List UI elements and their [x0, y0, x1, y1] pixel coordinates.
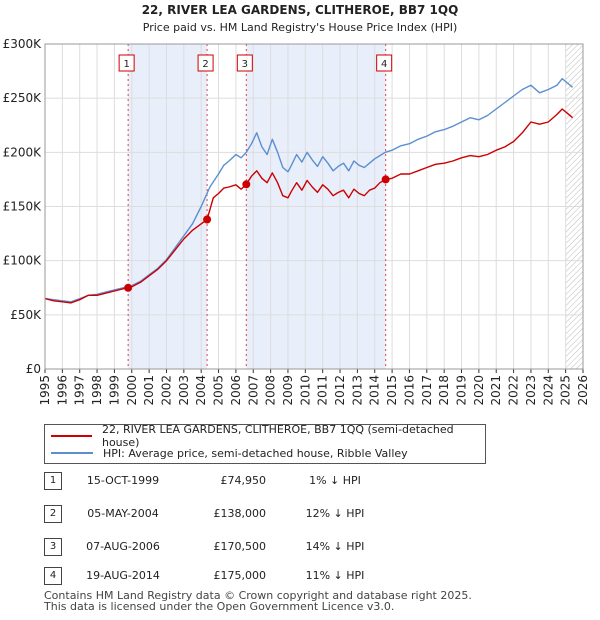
- sale-price: £175,000: [213, 569, 267, 582]
- sale-hpi-diff: 1% ↓ HPI: [309, 474, 361, 487]
- footer-line: Contains HM Land Registry data © Crown c…: [44, 589, 472, 602]
- sale-date: 15-OCT-1999: [86, 474, 160, 487]
- sale-date: 19-AUG-2014: [86, 569, 160, 582]
- y-tick-label: £150K: [3, 200, 43, 214]
- sale-point: [124, 283, 133, 292]
- sale-marker-box: [118, 54, 135, 72]
- series-line: [44, 77, 574, 303]
- x-tick-label: 1996: [55, 375, 69, 406]
- x-tick-label: 1995: [38, 375, 52, 406]
- y-tick-label: £100K: [3, 254, 43, 268]
- x-tick-label: 2018: [437, 375, 451, 406]
- chart-title: 22, RIVER LEA GARDENS, CLITHEROE, BB7 1Q…: [142, 3, 459, 17]
- axes: £0 £50K £100K £150K £200K £250K £300K 1995 1996 1…: [3, 37, 590, 406]
- sale-marker-box: [236, 54, 253, 72]
- x-tick-label: 2005: [212, 375, 226, 406]
- sale-price: £170,500: [213, 540, 267, 553]
- table-row: 4 19-AUG-2014 £175,000 11% ↓ HPI: [44, 567, 404, 585]
- y-tick-label: £300K: [3, 37, 43, 51]
- x-tick-label: 2006: [229, 375, 243, 406]
- x-tick-label: 2007: [246, 375, 260, 406]
- y-tick-label: £200K: [3, 145, 43, 159]
- sale-markers: 1 2 3 4: [118, 54, 393, 292]
- sale-marker-box: [197, 54, 214, 72]
- sale-marker-box: [376, 54, 393, 72]
- x-tick-label: 2011: [316, 375, 330, 406]
- sale-date: 07-AUG-2006: [86, 540, 160, 553]
- x-tick-label: 2023: [524, 375, 538, 406]
- legend-label-property: 22, RIVER LEA GARDENS, CLITHEROE, BB7 1Q…: [101, 423, 454, 449]
- price-chart: 22, RIVER LEA GARDENS, CLITHEROE, BB7 1Q…: [3, 3, 590, 406]
- x-tick-label: 1997: [73, 375, 87, 406]
- x-tick-label: 2000: [125, 375, 139, 406]
- plot-border: [44, 43, 584, 370]
- x-tick-label: 2021: [489, 375, 503, 406]
- series-line: [44, 108, 574, 304]
- x-tick-label: 2026: [576, 375, 590, 406]
- x-tick-label: 2002: [159, 375, 173, 406]
- sale-hpi-diff: 11% ↓ HPI: [305, 569, 365, 582]
- sale-date: 05-MAY-2004: [87, 507, 159, 520]
- legend: 22, RIVER LEA GARDENS, CLITHEROE, BB7 1Q…: [44, 423, 486, 464]
- x-tick-label: 2015: [385, 375, 399, 406]
- x-tick-label: 2003: [177, 375, 191, 406]
- sale-number-badge: 4: [44, 567, 62, 585]
- legend-label-hpi: HPI: Average price, semi-detached house,…: [103, 446, 408, 460]
- x-tick-label: 2014: [368, 375, 382, 406]
- table-row: 2 05-MAY-2004 £138,000 12% ↓ HPI: [44, 505, 404, 523]
- x-tick-label: 2008: [264, 375, 278, 406]
- sale-hpi-diff: 14% ↓ HPI: [305, 540, 365, 553]
- x-tick-label: 2019: [455, 375, 469, 406]
- sale-number-badge: 1: [44, 472, 62, 490]
- y-tick-label: £0: [26, 362, 41, 376]
- series-lines: [44, 77, 574, 304]
- legend-item-hpi: HPI: Average price, semi-detached house,…: [51, 445, 408, 461]
- x-tick-label: 2001: [142, 375, 156, 406]
- footer-attribution: Contains HM Land Registry data © Crown c…: [44, 590, 472, 612]
- x-tick-label: 2010: [298, 375, 312, 406]
- sale-marker-label: 4: [381, 59, 387, 70]
- x-tick-label: 2022: [507, 375, 521, 406]
- sale-price: £74,950: [220, 474, 267, 487]
- x-tick-label: 2025: [559, 375, 573, 406]
- x-tick-label: 2013: [350, 375, 364, 406]
- legend-swatch-hpi: [51, 452, 93, 454]
- legend-item-property: 22, RIVER LEA GARDENS, CLITHEROE, BB7 1Q…: [51, 423, 485, 449]
- sale-number-badge: 3: [44, 538, 62, 556]
- x-tick-label: 2020: [472, 375, 486, 406]
- sale-marker-label: 1: [123, 59, 129, 70]
- sale-point: [203, 215, 212, 224]
- table-row: 1 15-OCT-1999 £74,950 1% ↓ HPI: [44, 472, 404, 490]
- sale-point: [242, 180, 251, 189]
- y-tick-label: £250K: [3, 91, 43, 105]
- chart-subtitle: Price paid vs. HM Land Registry's House …: [143, 21, 458, 34]
- x-tick-label: 2017: [420, 375, 434, 406]
- sale-point: [381, 175, 390, 184]
- sale-hpi-diff: 12% ↓ HPI: [305, 507, 365, 520]
- table-row: 3 07-AUG-2006 £170,500 14% ↓ HPI: [44, 538, 404, 556]
- footer-line: This data is licensed under the Open Gov…: [44, 600, 395, 613]
- x-tick-label: 2009: [281, 375, 295, 406]
- x-tick-label: 2012: [333, 375, 347, 406]
- sale-price: £138,000: [213, 507, 267, 520]
- y-tick-label: £50K: [10, 308, 42, 322]
- x-tick-label: 2016: [402, 375, 416, 406]
- sale-marker-label: 3: [242, 59, 248, 70]
- sale-marker-label: 2: [202, 59, 208, 70]
- x-tick-label: 2004: [194, 375, 208, 406]
- x-tick-label: 1998: [90, 375, 104, 406]
- legend-swatch-property: [51, 435, 92, 437]
- sale-number-badge: 2: [44, 505, 62, 523]
- x-tick-label: 1999: [107, 375, 121, 406]
- x-tick-label: 2024: [541, 375, 555, 406]
